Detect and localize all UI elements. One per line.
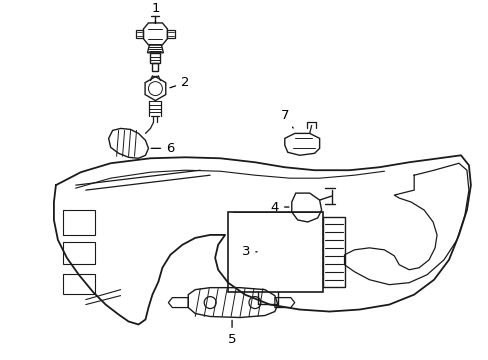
Bar [63,242,95,264]
Text: 4: 4 [270,201,288,213]
Text: 3: 3 [241,245,257,258]
Text: 5: 5 [227,320,236,346]
Bar [63,274,95,294]
Text: 7: 7 [280,109,293,128]
Text: 2: 2 [170,76,189,89]
Text: 1: 1 [151,3,160,23]
Text: 6: 6 [151,142,174,155]
Bar [63,210,95,235]
